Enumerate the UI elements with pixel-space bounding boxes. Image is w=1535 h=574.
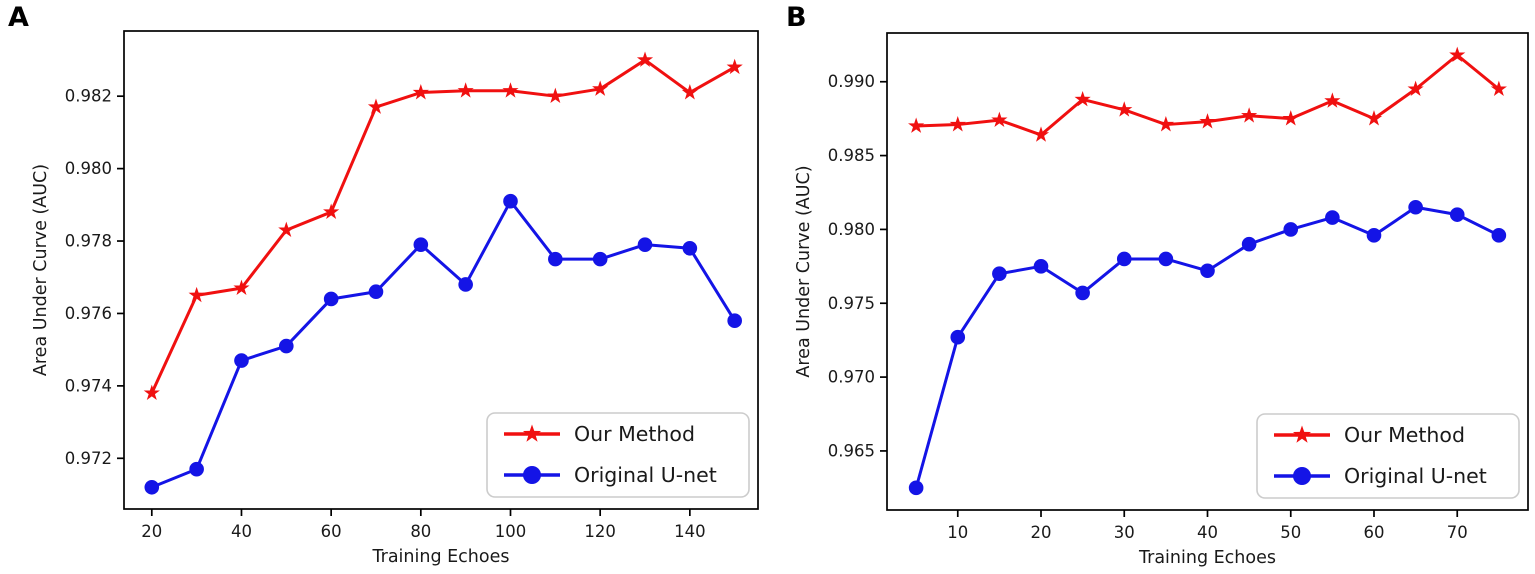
svg-text:0.985: 0.985	[828, 146, 875, 165]
series-original-u-net	[144, 193, 742, 495]
axes-frame	[123, 30, 759, 510]
svg-text:140: 140	[674, 522, 706, 541]
legend-label: Original U-net	[1344, 464, 1487, 488]
series-our-method	[143, 51, 743, 400]
y-axis-label: Area Under Curve (AUC)	[31, 164, 51, 376]
x-axis-label: Training Echoes	[372, 547, 510, 567]
svg-text:60: 60	[1363, 523, 1384, 542]
svg-text:70: 70	[1447, 523, 1468, 542]
chart-panel-b: 10 20 30 40 50 60 700.9650.9700.9750.9800.9850…	[794, 32, 1529, 568]
legend: Our Method Original U-net	[486, 412, 750, 498]
y-axis-ticks: 0.965 0.970 0.975 0.980 0.985 0.990	[828, 72, 887, 460]
svg-text:0.965: 0.965	[828, 441, 875, 460]
legend-label: Our Method	[574, 422, 695, 446]
x-axis-label: Training Echoes	[1138, 548, 1276, 568]
svg-text:40: 40	[1197, 523, 1218, 542]
svg-text:60: 60	[321, 522, 342, 541]
chart-panel-a: 20 40 60 80 100 120 1400.9720.9740.9760.9780.9…	[31, 30, 759, 567]
svg-text:50: 50	[1280, 523, 1301, 542]
y-axis-label: Area Under Curve (AUC)	[794, 165, 814, 377]
panel-label-a: A	[8, 2, 29, 33]
legend-label: Our Method	[1344, 423, 1465, 447]
svg-text:0.982: 0.982	[65, 87, 112, 106]
panel-label-b: B	[786, 2, 807, 33]
svg-text:0.990: 0.990	[828, 72, 875, 91]
series-original-u-net	[908, 199, 1507, 496]
legend: Our Method Original U-net	[1256, 413, 1520, 499]
svg-text:10: 10	[947, 523, 968, 542]
svg-text:0.980: 0.980	[65, 159, 112, 178]
x-axis-ticks: 20 40 60 80 100 120 140	[141, 509, 706, 541]
svg-text:120: 120	[584, 522, 616, 541]
svg-text:0.976: 0.976	[65, 304, 112, 323]
svg-text:0.974: 0.974	[65, 376, 112, 395]
svg-text:0.970: 0.970	[828, 368, 875, 387]
svg-text:100: 100	[495, 522, 527, 541]
svg-text:0.972: 0.972	[65, 449, 112, 468]
series-our-method	[908, 46, 1507, 142]
y-axis-ticks: 0.972 0.974 0.976 0.978 0.980 0.982	[65, 87, 124, 468]
svg-text:20: 20	[1031, 523, 1052, 542]
svg-text:80: 80	[410, 522, 431, 541]
axis-labels: Training Echoes Area Under Curve (AUC)	[794, 165, 1276, 568]
legend-label: Original U-net	[574, 463, 717, 487]
axis-labels: Training Echoes Area Under Curve (AUC)	[31, 164, 509, 567]
svg-text:0.975: 0.975	[828, 294, 875, 313]
x-axis-ticks: 10 20 30 40 50 60 70	[947, 510, 1468, 542]
svg-text:20: 20	[141, 522, 162, 541]
svg-text:40: 40	[231, 522, 252, 541]
svg-text:0.980: 0.980	[828, 220, 875, 239]
svg-text:0.978: 0.978	[65, 232, 112, 251]
svg-text:30: 30	[1114, 523, 1135, 542]
